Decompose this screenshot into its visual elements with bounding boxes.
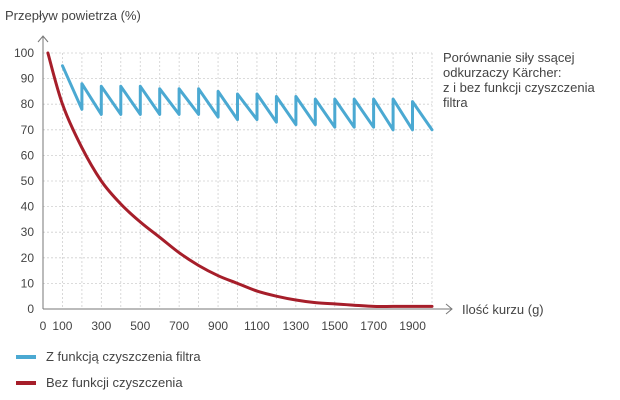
legend-label: Bez funkcji czyszczenia [46,375,183,391]
y-tick-label: 90 [21,72,35,86]
series-line-without-filter-cleaning [46,51,434,309]
legend-label: Z funkcją czyszczenia filtra [46,349,201,365]
y-tick-label: 30 [21,225,35,239]
x-tick-label: 100 [52,319,72,333]
annotation-line: Porównanie siły ssącej [443,50,575,65]
x-tick-label: 1500 [321,319,348,333]
series-lines [46,51,434,309]
x-tick-label: 1300 [282,319,309,333]
y-tick-label: 100 [14,46,34,60]
y-tick-label: 50 [21,174,35,188]
series-line-with-filter-cleaning [61,64,434,132]
x-tick-label: 1900 [399,319,426,333]
y-axis-label: Przepływ powietrza (%) [5,8,141,23]
annotation-line: z i bez funkcji czyszczenia [443,80,595,95]
annotation-line: filtra [443,95,468,110]
annotation-line: odkurzaczy Kärcher: [443,65,562,80]
x-tick-label: 0 [40,319,47,333]
y-tick-label: 70 [21,123,35,137]
chart-annotation: Porównanie siły ssącej odkurzaczy Kärche… [443,50,618,110]
x-tick-label: 500 [130,319,150,333]
legend-swatch [16,380,36,385]
y-tick-labels: 0 10 20 30 40 50 60 70 80 90 100 [14,46,34,316]
x-tick-labels: 0 100 300 500 700 900 1100 1300 1500 1700 1900 [40,319,427,333]
y-tick-label: 80 [21,97,35,111]
x-axis-arrow [445,303,453,315]
legend-item-without-filter-cleaning: Bez funkcji czyszczenia [16,374,183,390]
x-tick-label: 1100 [244,319,270,333]
axes [37,35,453,315]
legend-item-with-filter-cleaning: Z funkcją czyszczenia filtra [16,348,201,364]
x-axis-label: Ilość kurzu (g) [462,302,544,317]
y-axis-arrow [37,35,49,43]
y-tick-label: 40 [21,200,35,214]
y-tick-label: 10 [21,276,35,290]
y-tick-label: 60 [21,148,35,162]
x-tick-label: 700 [169,319,189,333]
x-tick-label: 1700 [360,319,387,333]
y-tick-label: 0 [27,302,34,316]
y-tick-label: 20 [21,251,35,265]
x-tick-label: 900 [208,319,228,333]
legend-swatch [16,354,36,359]
x-tick-label: 300 [91,319,111,333]
